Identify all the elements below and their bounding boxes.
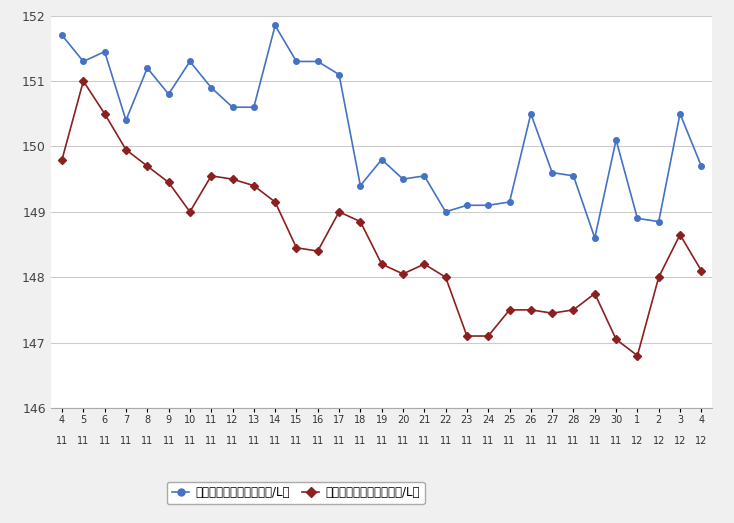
Text: 11: 11 [567, 436, 580, 446]
Text: 11: 11 [291, 436, 302, 446]
Text: 11: 11 [226, 436, 239, 446]
Text: 11: 11 [162, 436, 175, 446]
Text: 11: 11 [376, 436, 388, 446]
Text: 11: 11 [312, 436, 324, 446]
Text: 12: 12 [674, 436, 686, 446]
Text: 11: 11 [504, 436, 516, 446]
Text: 12: 12 [695, 436, 708, 446]
Text: 11: 11 [397, 436, 409, 446]
Text: 11: 11 [141, 436, 153, 446]
Legend: レギュラー看板価格（円/L）, レギュラー実売価格（円/L）: レギュラー看板価格（円/L）, レギュラー実売価格（円/L） [167, 482, 424, 504]
Text: 11: 11 [247, 436, 260, 446]
Text: 12: 12 [631, 436, 644, 446]
Text: 11: 11 [205, 436, 217, 446]
Text: 11: 11 [461, 436, 473, 446]
Text: 11: 11 [610, 436, 622, 446]
Text: 11: 11 [98, 436, 111, 446]
Text: 11: 11 [56, 436, 68, 446]
Text: 11: 11 [184, 436, 196, 446]
Text: 11: 11 [355, 436, 366, 446]
Text: 11: 11 [546, 436, 559, 446]
Text: 12: 12 [653, 436, 665, 446]
Text: 11: 11 [269, 436, 281, 446]
Text: 11: 11 [333, 436, 345, 446]
Text: 11: 11 [482, 436, 495, 446]
Text: 11: 11 [525, 436, 537, 446]
Text: 11: 11 [440, 436, 451, 446]
Text: 11: 11 [120, 436, 132, 446]
Text: 11: 11 [418, 436, 430, 446]
Text: 11: 11 [589, 436, 601, 446]
Text: 11: 11 [77, 436, 90, 446]
